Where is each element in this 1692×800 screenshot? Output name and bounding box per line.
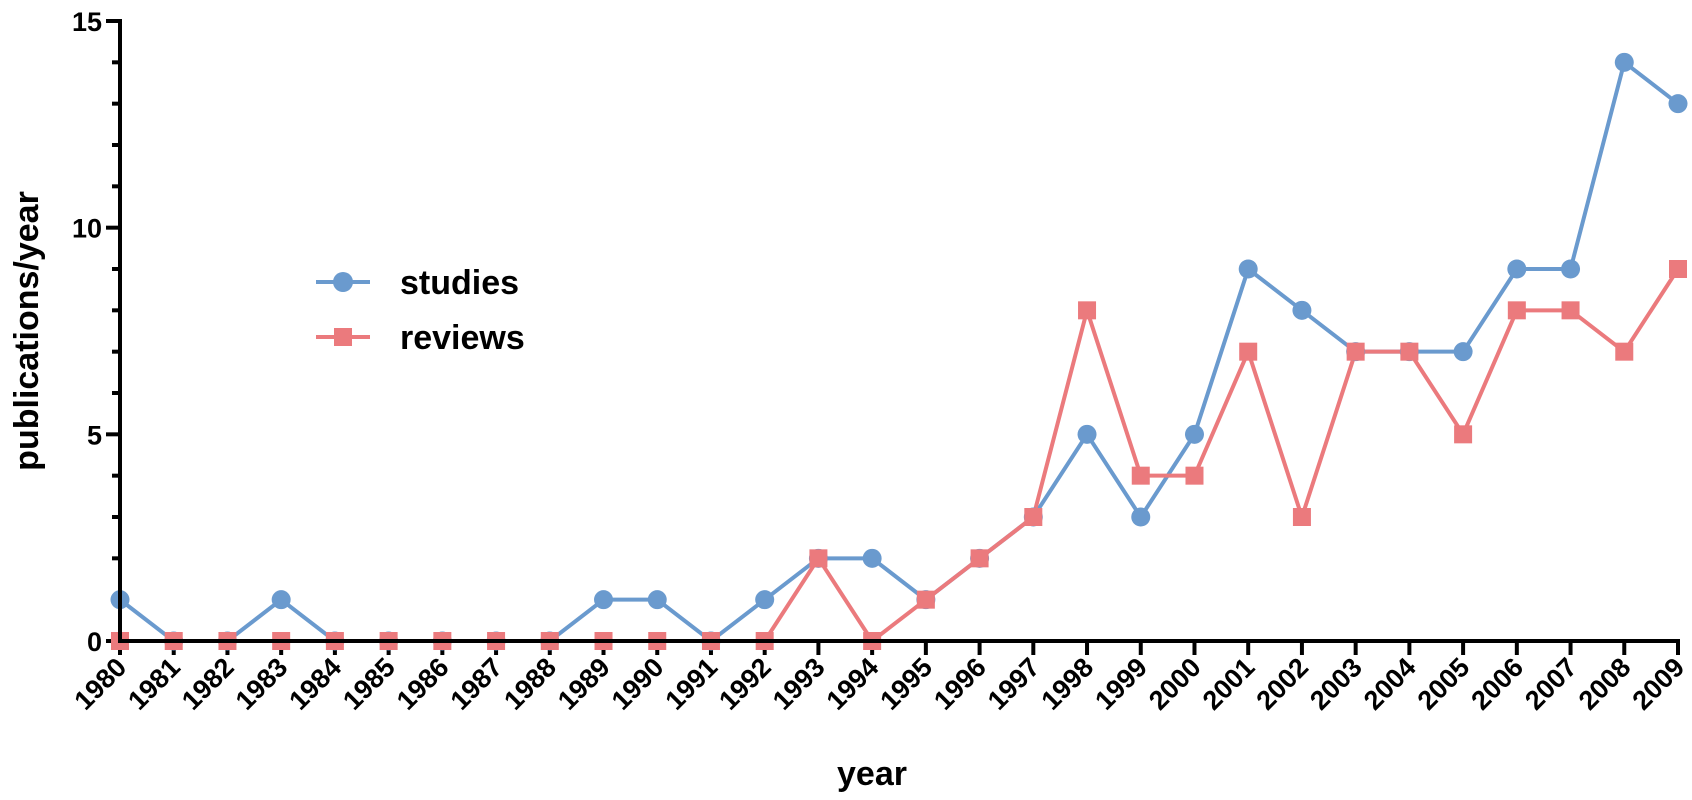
reviews-point bbox=[1346, 342, 1365, 361]
reviews-legend-label: reviews bbox=[400, 319, 525, 357]
x-tick-label: 1982 bbox=[176, 652, 240, 716]
reviews-point bbox=[916, 590, 935, 609]
x-tick-labels: 1980198119821983198419851986198719881989… bbox=[69, 652, 1691, 716]
studies-point bbox=[1668, 94, 1688, 114]
y-tick-label: 15 bbox=[72, 7, 102, 37]
reviews-point bbox=[970, 549, 989, 568]
x-tick-label: 2000 bbox=[1143, 652, 1207, 716]
reviews-legend-marker bbox=[334, 328, 352, 346]
x-tick-label: 2008 bbox=[1573, 652, 1637, 716]
x-tick-label: 1987 bbox=[445, 652, 509, 716]
x-tick-label: 2001 bbox=[1197, 652, 1261, 716]
studies-point bbox=[755, 590, 775, 610]
x-tick-label: 1989 bbox=[552, 652, 616, 716]
studies-point bbox=[594, 590, 614, 610]
x-tick-label: 1999 bbox=[1089, 652, 1153, 716]
studies-legend-marker bbox=[333, 272, 353, 292]
studies-point bbox=[862, 548, 882, 568]
x-tick-label: 2006 bbox=[1465, 652, 1529, 716]
y-tick-label: 5 bbox=[87, 420, 102, 450]
studies-line bbox=[118, 58, 1680, 644]
reviews-point bbox=[809, 549, 828, 568]
x-tick-label: 1998 bbox=[1036, 652, 1100, 716]
x-tick-label: 1983 bbox=[230, 652, 294, 716]
studies-point bbox=[1184, 424, 1204, 444]
studies-point bbox=[1507, 259, 1527, 279]
x-tick-label: 1981 bbox=[122, 652, 186, 716]
studies-point bbox=[1453, 342, 1473, 362]
studies-point bbox=[647, 590, 667, 610]
reviews-point bbox=[1669, 260, 1687, 278]
x-tick-label: 2005 bbox=[1412, 652, 1476, 716]
studies-point bbox=[1238, 259, 1258, 279]
x-tick-label: 1984 bbox=[283, 652, 347, 716]
reviews-point bbox=[1239, 342, 1258, 361]
studies-legend-label: studies bbox=[400, 264, 519, 302]
studies-point bbox=[1614, 52, 1634, 72]
reviews-point bbox=[1561, 301, 1580, 320]
reviews-point bbox=[1507, 301, 1526, 320]
x-tick-label: 1980 bbox=[69, 652, 133, 716]
y-tick-label: 10 bbox=[72, 214, 102, 244]
reviews-point bbox=[1131, 466, 1150, 485]
x-tick-label: 2009 bbox=[1627, 652, 1691, 716]
x-tick-label: 1988 bbox=[498, 652, 562, 716]
legend: studies reviews bbox=[316, 264, 525, 357]
x-tick-label: 1997 bbox=[982, 652, 1046, 716]
reviews-point bbox=[1185, 466, 1204, 485]
studies-point bbox=[1292, 300, 1312, 320]
x-tick-label: 2007 bbox=[1519, 652, 1583, 716]
x-tick-label: 1992 bbox=[713, 652, 777, 716]
x-tick-label: 2002 bbox=[1250, 652, 1314, 716]
reviews-point bbox=[1454, 425, 1473, 444]
studies-point bbox=[1131, 507, 1151, 527]
x-tick-label: 1991 bbox=[660, 652, 724, 716]
reviews-point bbox=[1078, 301, 1097, 320]
studies-point bbox=[1077, 424, 1097, 444]
x-tick-label: 1990 bbox=[606, 652, 670, 716]
x-tick-label: 1996 bbox=[928, 652, 992, 716]
series-lines bbox=[118, 58, 1680, 644]
x-tick-label: 1993 bbox=[767, 652, 831, 716]
reviews-line bbox=[120, 267, 1680, 644]
studies-point bbox=[1561, 259, 1581, 279]
reviews-point bbox=[1615, 342, 1634, 361]
x-tick-label: 2003 bbox=[1304, 652, 1368, 716]
reviews-point bbox=[1400, 342, 1419, 361]
x-axis-title: year bbox=[837, 755, 907, 793]
y-tick-label: 0 bbox=[87, 627, 102, 657]
reviews-point bbox=[1292, 508, 1311, 526]
x-tick-label: 1995 bbox=[874, 652, 938, 716]
y-axis-title: publications/year bbox=[8, 191, 46, 471]
x-tick-label: 1994 bbox=[821, 652, 885, 716]
x-tick-label: 2004 bbox=[1358, 652, 1422, 716]
y-major-ticks bbox=[106, 19, 120, 643]
x-tick-label: 1986 bbox=[391, 652, 455, 716]
x-tick-label: 1985 bbox=[337, 652, 401, 716]
studies-point bbox=[271, 590, 291, 610]
reviews-point bbox=[1024, 508, 1043, 526]
x-ticks bbox=[118, 641, 1680, 655]
y-tick-labels: 0 5 10 15 bbox=[72, 7, 102, 657]
